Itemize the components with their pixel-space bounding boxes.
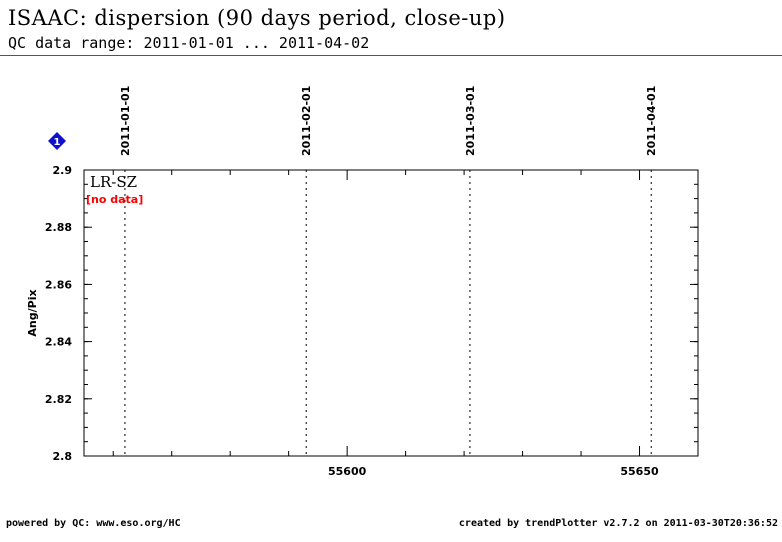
header-divider [0, 55, 782, 56]
no-data-label: [no data] [86, 193, 143, 206]
date-marker-label: 2011-01-01 [119, 86, 132, 156]
plot-frame [83, 169, 699, 457]
y-tick-label: 2.88 [45, 221, 72, 234]
marker-diamond-icon [48, 132, 66, 150]
footer-powered-by: powered by QC: www.eso.org/HC [6, 518, 181, 529]
chart-title: ISAAC: dispersion (90 days period, close… [8, 6, 506, 30]
x-tick-label: 55650 [620, 465, 659, 478]
footer-created-by: created by trendPlotter v2.7.2 on 2011-0… [458, 518, 778, 529]
panel-label: LR-SZ [90, 173, 137, 191]
date-marker-label: 2011-04-01 [645, 86, 658, 156]
y-tick-label: 2.8 [53, 450, 73, 463]
y-tick-label: 2.84 [45, 336, 72, 349]
y-tick-label: 2.82 [45, 393, 72, 406]
date-marker-label: 2011-02-01 [300, 86, 313, 156]
y-axis-title: Ang/Pix [26, 289, 39, 336]
qc-data-range: QC data range: 2011-01-01 ... 2011-04-02 [8, 34, 370, 52]
y-tick-label: 2.86 [45, 278, 72, 291]
y-tick-label: 2.9 [53, 164, 73, 177]
marker-number: 1 [54, 137, 61, 148]
x-tick-label: 55600 [328, 465, 367, 478]
date-marker-label: 2011-03-01 [464, 86, 477, 156]
